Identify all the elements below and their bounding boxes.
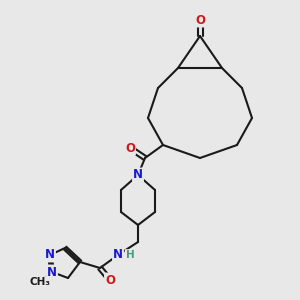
Text: O: O <box>105 274 115 286</box>
Text: H: H <box>126 250 134 260</box>
Text: N: N <box>133 169 143 182</box>
Text: N: N <box>113 248 123 262</box>
Text: CH₃: CH₃ <box>29 277 50 287</box>
Text: O: O <box>125 142 135 154</box>
Text: N: N <box>47 266 57 278</box>
Text: O: O <box>195 14 205 26</box>
Text: N: N <box>45 248 55 262</box>
